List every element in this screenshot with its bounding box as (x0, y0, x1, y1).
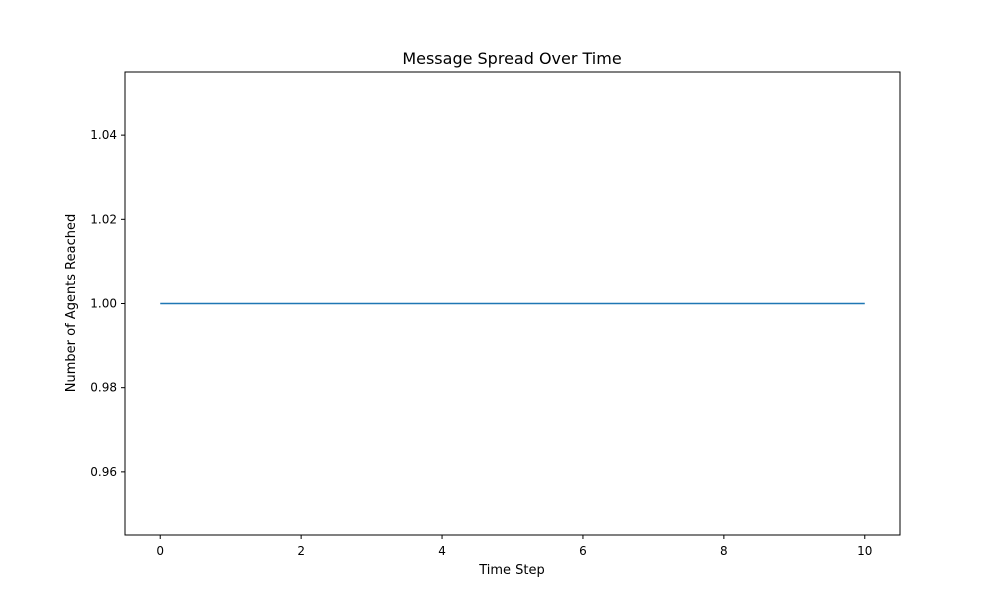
x-tick-label: 6 (579, 544, 587, 558)
y-axis-label: Number of Agents Reached (64, 214, 79, 392)
y-tick-label: 0.98 (90, 381, 117, 395)
y-tick-label: 1.02 (90, 212, 117, 226)
x-axis-label: Time Step (478, 563, 545, 578)
plot-frame (124, 71, 901, 536)
x-tick-label: 8 (720, 544, 728, 558)
x-tick-label: 10 (857, 544, 872, 558)
y-tick-label: 1.00 (90, 297, 117, 311)
y-tick-label: 0.96 (90, 465, 117, 479)
y-axis-ticks: 0.96 0.98 1.00 1.02 1.04 (90, 128, 125, 479)
x-tick-label: 2 (297, 544, 305, 558)
y-tick-label: 1.04 (90, 128, 117, 142)
x-tick-label: 0 (156, 544, 164, 558)
chart-title: Message Spread Over Time (402, 49, 621, 68)
x-tick-label: 4 (438, 544, 446, 558)
x-axis-ticks: 0 2 4 6 8 10 (156, 535, 872, 558)
